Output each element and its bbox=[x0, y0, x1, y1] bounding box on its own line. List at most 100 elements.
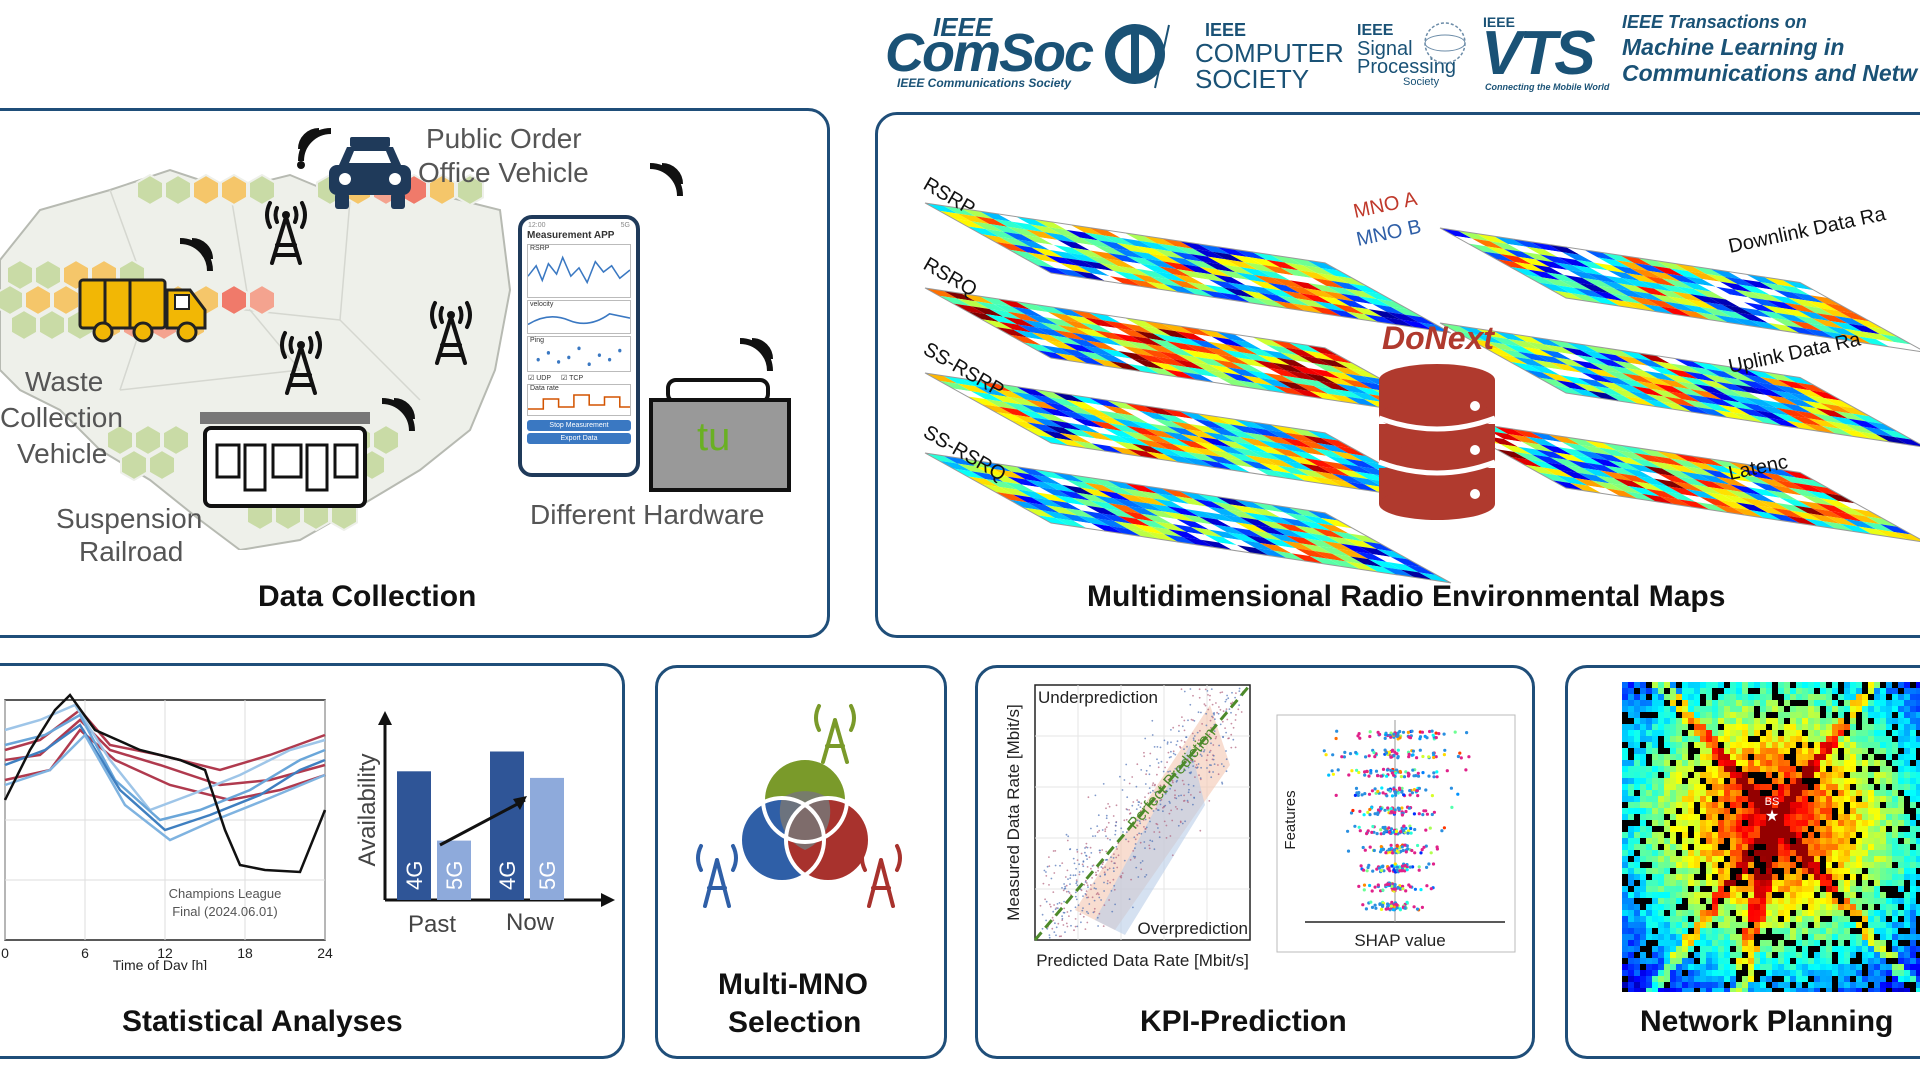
rem-cell bbox=[1614, 383, 1646, 394]
rem-cell bbox=[1285, 455, 1319, 466]
rem-cell bbox=[1340, 463, 1373, 475]
rem-cell bbox=[1150, 361, 1183, 372]
rem-cell bbox=[1776, 407, 1808, 419]
rem-cell bbox=[1880, 334, 1912, 345]
rem-cell bbox=[1674, 263, 1706, 274]
coverage-hex bbox=[164, 173, 192, 207]
rem-cell bbox=[1248, 427, 1281, 438]
rem-cell bbox=[1067, 502, 1100, 514]
kpi-y-label: Measured Data Rate [Mbit/s] bbox=[1004, 704, 1023, 920]
rem-cell bbox=[1262, 264, 1295, 276]
rem-cell bbox=[1011, 471, 1044, 483]
rem-cell bbox=[1023, 342, 1056, 353]
rem-cell bbox=[1144, 508, 1177, 520]
rem-cell bbox=[1304, 373, 1337, 384]
rem-cell bbox=[1144, 258, 1177, 270]
rem-cell bbox=[1578, 472, 1610, 484]
rem-cell bbox=[1740, 307, 1772, 318]
rem-cell bbox=[1288, 257, 1321, 268]
rem-cell bbox=[1252, 502, 1285, 513]
donext-label: DoNext bbox=[1382, 320, 1495, 356]
rem-cell bbox=[1081, 430, 1114, 442]
rem-cell bbox=[1215, 496, 1249, 508]
rem-cell bbox=[1255, 547, 1288, 559]
udp-label: UDP bbox=[536, 375, 552, 382]
rem-heatmap-layer bbox=[924, 287, 1452, 419]
rem-cell bbox=[1009, 499, 1042, 511]
rem-cell bbox=[1245, 370, 1278, 381]
rem-cell bbox=[1820, 498, 1852, 509]
rem-cell bbox=[1672, 481, 1704, 492]
rem-cell bbox=[1013, 494, 1046, 506]
cell-tower-icon bbox=[265, 201, 307, 265]
rem-title: Multidimensional Radio Environmental Map… bbox=[1087, 580, 1726, 613]
rem-cell bbox=[1760, 377, 1792, 388]
rem-cell bbox=[1594, 262, 1626, 274]
tcp-checkbox[interactable]: ☑ TCP bbox=[561, 375, 584, 382]
rem-cell bbox=[1546, 272, 1578, 283]
rem-cell bbox=[1021, 319, 1054, 330]
rem-cell bbox=[1700, 401, 1732, 413]
rem-cell bbox=[1536, 449, 1568, 460]
rem-cell bbox=[1778, 379, 1810, 391]
rem-cell bbox=[1066, 314, 1099, 326]
rem-cell bbox=[1812, 318, 1844, 329]
rem-cell bbox=[1334, 360, 1367, 372]
rem-cell bbox=[1266, 509, 1299, 521]
rem-cell bbox=[1070, 474, 1103, 486]
rem-cell bbox=[961, 293, 994, 304]
rem-cell bbox=[1542, 277, 1574, 288]
rem-cell bbox=[1744, 397, 1776, 408]
rem-cell bbox=[1209, 529, 1242, 541]
rem-cell bbox=[999, 486, 1032, 498]
export-data-button[interactable]: Export Data bbox=[527, 433, 631, 444]
rem-cell bbox=[1840, 428, 1872, 440]
rem-cell bbox=[1810, 295, 1842, 306]
rem-cell bbox=[981, 404, 1014, 415]
rem-cell bbox=[1112, 498, 1145, 509]
rem-cell bbox=[1048, 477, 1081, 488]
rem-cell bbox=[1021, 234, 1054, 245]
rem-cell bbox=[1482, 346, 1514, 357]
rem-cell bbox=[1291, 473, 1324, 484]
rem-cell bbox=[1288, 427, 1321, 438]
rem-cell bbox=[1778, 284, 1810, 296]
rem-cell bbox=[1656, 355, 1688, 367]
rem-cell bbox=[1229, 424, 1263, 435]
rem-cell bbox=[1153, 418, 1186, 429]
rem-cell bbox=[1259, 377, 1292, 389]
rem-cell bbox=[1742, 279, 1774, 290]
rem-cell bbox=[1792, 482, 1824, 494]
rem-cell bbox=[1522, 346, 1554, 358]
rem-cell bbox=[967, 226, 1000, 237]
rem-cell bbox=[1043, 402, 1077, 413]
rem-cell bbox=[1053, 330, 1086, 341]
rem-cell bbox=[1784, 397, 1816, 409]
rem-cell bbox=[1063, 257, 1096, 269]
planning-title: Network Planning bbox=[1640, 1005, 1894, 1038]
rem-cell bbox=[1186, 451, 1219, 463]
rem-cell bbox=[1213, 444, 1246, 456]
rem-cell bbox=[1273, 550, 1306, 562]
rem-cell bbox=[979, 211, 1012, 222]
rem-cell bbox=[1494, 331, 1526, 342]
rem-cell bbox=[1015, 466, 1049, 478]
rem-cell bbox=[1200, 374, 1233, 386]
rem-cell bbox=[1694, 479, 1726, 490]
rem-cell bbox=[1382, 566, 1415, 578]
rem-cell bbox=[953, 468, 986, 480]
rem-cell bbox=[1790, 510, 1822, 522]
rem-cell bbox=[1772, 412, 1804, 424]
rem-cell bbox=[1608, 270, 1640, 281]
rem-cell bbox=[1468, 243, 1500, 255]
udp-checkbox[interactable]: ☑ UDP bbox=[528, 375, 552, 382]
rem-cell bbox=[1730, 484, 1762, 495]
stop-measurement-button[interactable]: Stop Measurement bbox=[527, 420, 631, 431]
velocity-plot: velocity bbox=[527, 300, 631, 334]
rem-cell bbox=[1249, 530, 1282, 541]
rem-cell bbox=[1127, 278, 1161, 290]
rem-cell bbox=[1316, 523, 1349, 534]
rem-cell bbox=[1262, 349, 1295, 361]
rem-cell bbox=[1306, 345, 1339, 356]
signal-waves-icon bbox=[381, 398, 415, 432]
